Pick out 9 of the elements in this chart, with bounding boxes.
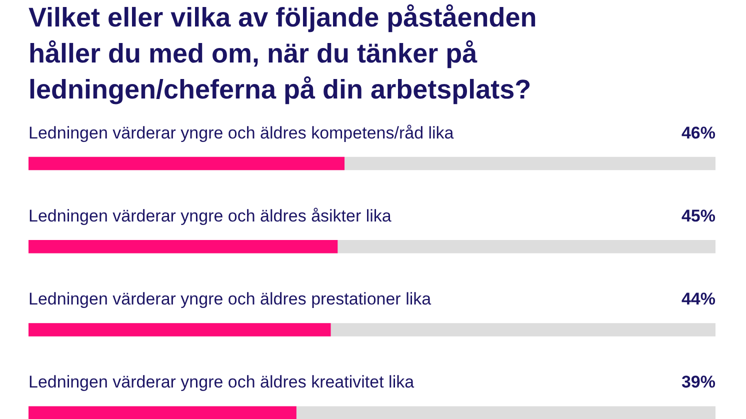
data-label: 44%: [681, 289, 716, 308]
y-tick-label: Ledningen värderar yngre och äldres prestationer lika: [28, 289, 432, 308]
y-tick-label: Ledningen värderar yngre och äldres åsikter lika: [28, 206, 392, 226]
data-label: 45%: [681, 206, 716, 226]
chart-title: Vilket eller vilka av följande påståenden håller du med om, när du tänker på ledningen/cheferna på din arbetsplats?: [28, 2, 537, 104]
y-tick-label: Ledningen värderar yngre och äldres kreativitet lika: [28, 372, 415, 392]
y-tick-label: Ledningen värderar yngre och äldres kompetens/råd lika: [28, 123, 454, 142]
data-label: 46%: [681, 123, 716, 142]
data-label: 39%: [681, 372, 716, 392]
